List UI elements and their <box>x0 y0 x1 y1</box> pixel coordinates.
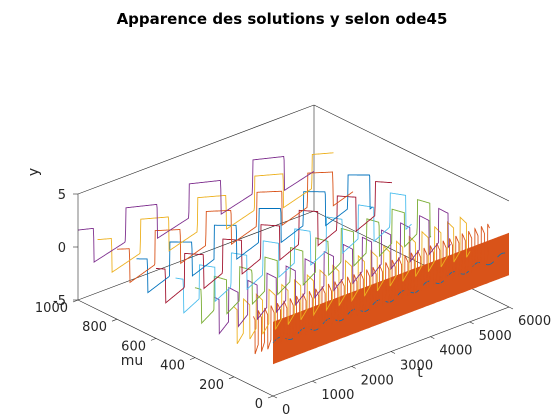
series-line-mu-900 <box>97 152 334 274</box>
y-tick-mark <box>111 318 118 322</box>
y-tick-label: 0 <box>255 397 263 412</box>
z-tick-label: 5 <box>58 188 66 203</box>
box-edge <box>77 104 315 195</box>
series-layer <box>78 152 510 365</box>
y-tick-mark <box>72 299 79 303</box>
series-line-mu-400 <box>194 198 432 325</box>
series-line-mu-200 <box>233 216 471 345</box>
z-tick-label: -5 <box>53 294 66 309</box>
x-tick-label: 6000 <box>518 314 551 329</box>
z-tick-label: 0 <box>58 241 66 256</box>
series-line-mu-1000 <box>78 156 315 263</box>
y-tick-mark <box>228 376 235 380</box>
y-tick-label: 400 <box>160 359 185 374</box>
box-edge <box>313 104 510 202</box>
x-tick-label: 4000 <box>439 344 472 359</box>
y-tick-label: 800 <box>82 320 107 335</box>
x-tick-mark <box>272 395 278 399</box>
y-tick-mark <box>150 338 157 341</box>
tick-layer: 0 1000 2000 3000 4000 5000 6000 0 200 400 600 800 10… <box>35 188 551 418</box>
x-tick-label: 5000 <box>479 329 512 344</box>
y-tick-label: 200 <box>199 378 224 393</box>
series-line-mu-600 <box>155 181 392 304</box>
series-line-mu-100 <box>253 223 490 355</box>
series-line-mu-800 <box>117 171 354 284</box>
x-tick-mark <box>312 380 317 384</box>
y-tick-mark <box>189 357 196 360</box>
series-line-mu-700 <box>136 174 373 294</box>
y-tick-mark <box>267 395 274 399</box>
x-tick-label: 0 <box>282 403 290 418</box>
x-tick-mark <box>508 306 514 310</box>
y-axis-label: mu <box>121 353 144 369</box>
x-tick-label: 2000 <box>361 373 394 388</box>
chart-title: Apparence des solutions y selon ode45 <box>117 10 448 28</box>
x-tick-label: 3000 <box>400 359 433 374</box>
x-tick-mark <box>351 366 356 369</box>
x-tick-mark <box>469 321 474 325</box>
y-tick-label: 600 <box>121 339 146 354</box>
x-tick-mark <box>430 336 435 339</box>
x-axis-label: t <box>417 365 423 381</box>
y-axis-line <box>77 299 274 397</box>
x-tick-label: 1000 <box>321 388 354 403</box>
y-tick-label: 1000 <box>35 301 68 316</box>
z-axis-label: y <box>26 168 42 176</box>
x-tick-mark <box>390 351 396 354</box>
